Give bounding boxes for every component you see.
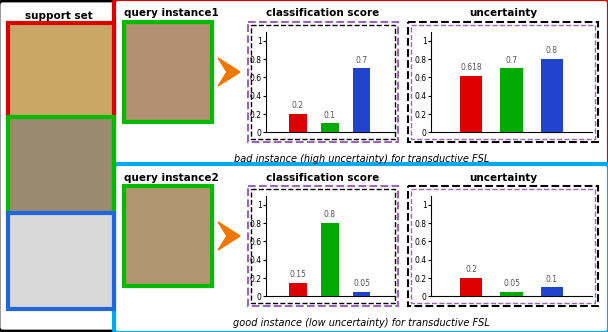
Text: classification score: classification score: [266, 173, 379, 183]
Bar: [408, 22, 598, 142]
Bar: [124, 186, 212, 286]
Bar: [500, 292, 523, 296]
Text: 0.05: 0.05: [353, 279, 370, 288]
Bar: [248, 22, 398, 142]
Bar: [411, 189, 595, 303]
Polygon shape: [218, 58, 240, 86]
Bar: [248, 186, 398, 306]
Text: 0.1: 0.1: [323, 111, 336, 120]
Polygon shape: [218, 222, 240, 250]
Text: 0.7: 0.7: [356, 55, 368, 65]
Text: 0.8: 0.8: [323, 210, 336, 219]
Bar: [460, 278, 482, 296]
Bar: [460, 76, 482, 132]
Text: 0.2: 0.2: [292, 101, 304, 111]
Bar: [541, 287, 563, 296]
Text: query instance1: query instance1: [124, 8, 219, 18]
Bar: [289, 283, 306, 296]
Bar: [251, 189, 395, 303]
Bar: [353, 292, 370, 296]
Text: 0.618: 0.618: [460, 63, 482, 72]
Text: query instance2: query instance2: [124, 173, 219, 183]
Bar: [500, 68, 523, 132]
Text: uncertainty: uncertainty: [469, 173, 537, 183]
Text: support set: support set: [25, 11, 93, 21]
Text: 0.05: 0.05: [503, 279, 520, 288]
Text: 0.15: 0.15: [289, 270, 306, 279]
Bar: [411, 25, 595, 139]
Bar: [8, 213, 114, 309]
Bar: [321, 223, 339, 296]
FancyBboxPatch shape: [114, 0, 608, 169]
Bar: [124, 22, 212, 122]
Bar: [8, 23, 114, 119]
Text: uncertainty: uncertainty: [469, 8, 537, 18]
Bar: [289, 114, 306, 132]
FancyBboxPatch shape: [0, 1, 119, 331]
FancyBboxPatch shape: [114, 164, 608, 332]
Text: good instance (low uncertainty) for transductive FSL: good instance (low uncertainty) for tran…: [233, 318, 490, 328]
Text: 0.1: 0.1: [546, 275, 558, 284]
Bar: [408, 186, 598, 306]
Text: 0.7: 0.7: [505, 55, 517, 65]
Text: 0.2: 0.2: [465, 265, 477, 275]
Text: classification score: classification score: [266, 8, 379, 18]
Text: bad instance (high uncertainty) for transductive FSL: bad instance (high uncertainty) for tran…: [234, 154, 489, 164]
Bar: [251, 25, 395, 139]
Bar: [353, 68, 370, 132]
Bar: [321, 123, 339, 132]
Bar: [541, 59, 563, 132]
Text: 0.8: 0.8: [546, 46, 558, 55]
Bar: [8, 117, 114, 213]
